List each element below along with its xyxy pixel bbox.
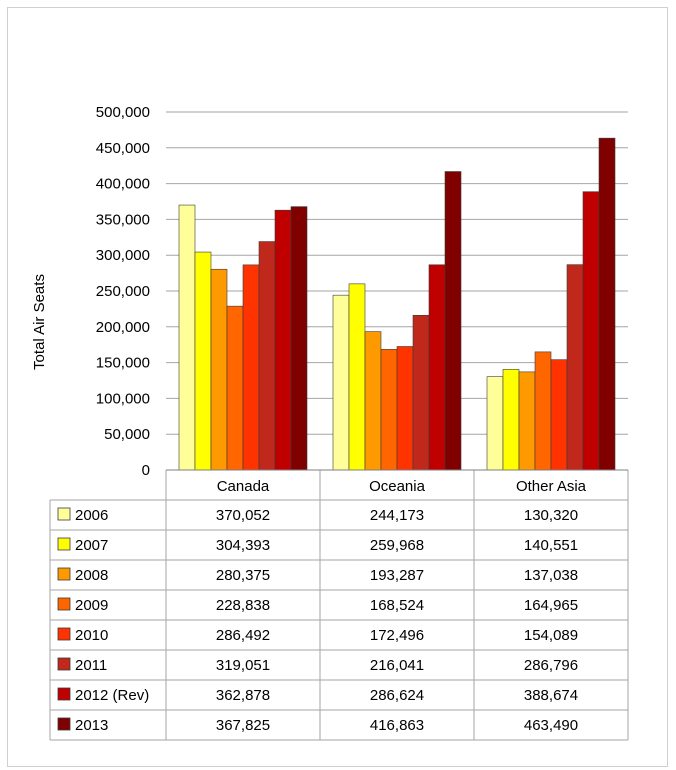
y-tick-label: 450,000 [96, 140, 150, 157]
data-label: 362,878 [216, 687, 270, 704]
chart-frame [7, 7, 668, 767]
data-label: 228,838 [216, 597, 270, 614]
bar [486, 376, 504, 471]
bar [258, 241, 276, 471]
category-label: Other Asia [516, 478, 587, 495]
data-label: 137,038 [524, 567, 578, 584]
bar [242, 264, 260, 471]
bar [518, 371, 536, 471]
bars [178, 137, 616, 471]
bar [598, 137, 616, 471]
data-label: 172,496 [370, 627, 424, 644]
data-label: 304,393 [216, 537, 270, 554]
bar [428, 264, 446, 471]
data-label: 154,089 [524, 627, 578, 644]
legend-swatch [57, 567, 71, 581]
legend-swatch [57, 507, 71, 521]
data-label: 140,551 [524, 537, 578, 554]
bar [582, 191, 600, 471]
data-label: 286,796 [524, 657, 578, 674]
legend-swatch [57, 537, 71, 551]
y-axis-title: Total Air Seats [31, 274, 48, 370]
bar [274, 209, 292, 471]
bar [290, 206, 308, 471]
legend-swatch [57, 687, 71, 701]
bar [534, 351, 552, 471]
bar [194, 251, 212, 471]
data-label: 367,825 [216, 717, 270, 734]
data-label: 164,965 [524, 597, 578, 614]
y-tick-label: 350,000 [96, 211, 150, 228]
category-label: Canada [217, 478, 270, 495]
legend-swatch [57, 657, 71, 671]
bar [444, 171, 462, 471]
category-label: Oceania [369, 478, 426, 495]
series-name: 2010 [75, 627, 108, 644]
bar [332, 294, 350, 471]
bar [412, 315, 430, 471]
data-label: 193,287 [370, 567, 424, 584]
y-tick-label: 100,000 [96, 390, 150, 407]
bar [550, 359, 568, 471]
bar [502, 369, 520, 471]
data-label: 416,863 [370, 717, 424, 734]
series-name: 2008 [75, 567, 108, 584]
bar [566, 264, 584, 471]
y-tick-label: 250,000 [96, 283, 150, 300]
series-name: 2012 (Rev) [75, 687, 149, 704]
bar [364, 331, 382, 471]
legend-swatch [57, 597, 71, 611]
bar [380, 349, 398, 471]
data-label: 286,492 [216, 627, 270, 644]
y-tick-label: 50,000 [104, 426, 150, 443]
bar [348, 283, 366, 471]
bar [396, 346, 414, 471]
data-label: 388,674 [524, 687, 578, 704]
data-label: 168,524 [370, 597, 424, 614]
y-tick-label: 400,000 [96, 176, 150, 193]
y-tick-label: 0 [142, 462, 150, 479]
series-name: 2006 [75, 507, 108, 524]
y-tick-label: 200,000 [96, 319, 150, 336]
data-label: 216,041 [370, 657, 424, 674]
bar [210, 268, 228, 471]
data-label: 463,490 [524, 717, 578, 734]
data-label: 370,052 [216, 507, 270, 524]
series-name: 2011 [75, 657, 107, 674]
series-name: 2007 [75, 537, 108, 554]
y-tick-label: 300,000 [96, 247, 150, 264]
data-label: 130,320 [524, 507, 578, 524]
data-label: 259,968 [370, 537, 424, 554]
legend-swatch [57, 627, 71, 641]
data-label: 286,624 [370, 687, 424, 704]
data-label: 319,051 [216, 657, 270, 674]
y-tick-label: 500,000 [96, 104, 150, 121]
data-label: 280,375 [216, 567, 270, 584]
y-tick-label: 150,000 [96, 355, 150, 372]
data-label: 244,173 [370, 507, 424, 524]
legend-swatch [57, 717, 71, 731]
bar [178, 204, 196, 471]
series-name: 2013 [75, 717, 108, 734]
data-table: Canada Oceania Other Asia 2006 370,052 244,17… [49, 469, 629, 741]
y-axis: 0 50,000 100,000 150,000 200,000 250,000 300,0… [96, 104, 150, 479]
series-name: 2009 [75, 597, 108, 614]
bar [226, 305, 244, 471]
